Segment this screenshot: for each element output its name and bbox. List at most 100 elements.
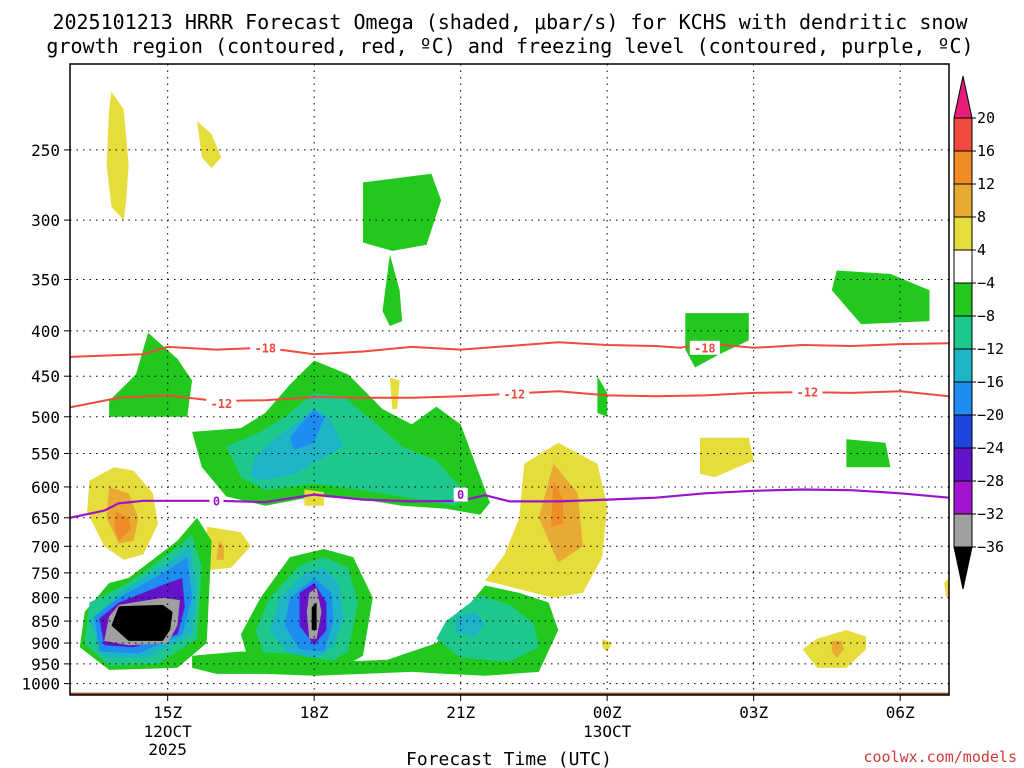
freezing-level-label-bg-0 (209, 493, 224, 508)
freezing-level-label-1: 0 (457, 488, 464, 502)
colorbar-label-1: 16 (977, 142, 995, 160)
omega-region-orange-16z-speck (216, 540, 224, 560)
colorbar-arrow-top (953, 75, 973, 119)
x-tick-label-15Z: 15Z (153, 703, 182, 722)
plot-area (70, 91, 949, 695)
y-tick-label-800: 800 (31, 589, 60, 608)
omega-region-orange-05z-low (831, 640, 844, 658)
y-axis: 250 300 350 400 450 500 550 600 650 700 750 800 850 9… (21, 141, 70, 694)
y-tick-label-700: 700 (31, 537, 60, 556)
omega-region-orange2-23z (551, 480, 564, 527)
x-tick-date-15Z: 12OCT (144, 722, 193, 741)
omega-region-upper-yellow-15z (106, 91, 129, 221)
colorbar-label-7: −12 (977, 340, 1004, 358)
colorbar-label-0: 20 (977, 109, 995, 127)
colorbar-label-12: −32 (977, 505, 1004, 523)
omega-region-yellow-19z-speck (389, 377, 400, 409)
colorbar-bin--4 (953, 249, 973, 284)
colorbar-label-10: −24 (977, 439, 1004, 457)
colorbar-bin--12 (953, 315, 973, 350)
omega-region-black-lower-18z (311, 602, 317, 630)
omega-region-blue-midlevel (289, 409, 324, 450)
colorbar-arrow-bottom (953, 546, 973, 590)
x-tick-label-00Z: 00Z (593, 703, 622, 722)
omega-region-green-02z-mid (685, 313, 749, 368)
omega-region-small-yellow-16z (197, 121, 222, 168)
omega-region-green-19z-upper (363, 173, 442, 251)
freezing-level-line (69, 488, 950, 519)
colorbar-label-6: −8 (977, 307, 995, 325)
colorbar-bin-12 (953, 150, 973, 185)
y-tick-label-500: 500 (31, 408, 60, 427)
colorbar-label-3: 8 (977, 208, 986, 226)
omega-region-yellow-00z-speck (602, 638, 613, 652)
colorbar-bin--28 (953, 447, 973, 482)
y-tick-label-900: 900 (31, 634, 60, 653)
plot-frame (69, 63, 950, 696)
y-tick-label-600: 600 (31, 478, 60, 497)
dgz-contour-18-label-1: -18 (694, 341, 716, 355)
dgz-contour-18-line (69, 341, 950, 358)
y-tick-label-650: 650 (31, 509, 60, 528)
colorbar-bin--8 (953, 282, 973, 317)
colorbar-label-4: 4 (977, 241, 986, 259)
colorbar-legend: 20 16 12 8 4 −4 −8 −12 −16 −20 −24 −28 −32 −36 (953, 75, 1004, 590)
dgz-contour-18-label-bg-0 (250, 340, 281, 355)
colorbar-bin--36 (953, 513, 973, 548)
colorbar-bin--32 (953, 480, 973, 515)
x-tick-label-03Z: 03Z (739, 703, 768, 722)
y-tick-label-400: 400 (31, 322, 60, 341)
omega-region-cyan-speck-17z (250, 453, 271, 481)
y-tick-label-550: 550 (31, 444, 60, 463)
x-tick-year-15Z: 2025 (148, 740, 187, 759)
colorbar-label-9: −20 (977, 406, 1004, 424)
omega-region-yellow-18z-speck (304, 489, 324, 506)
colorbar-bin-4 (953, 216, 973, 251)
contour-lines: -18 -18 -12 -12 -12 0 0 (69, 340, 950, 519)
colorbar-bin-8 (953, 183, 973, 218)
omega-region-teal-midlevel-band (226, 392, 466, 506)
colorbar-label-2: 12 (977, 175, 995, 193)
x-tick-label-18Z: 18Z (300, 703, 329, 722)
x-tick-label-21Z: 21Z (446, 703, 475, 722)
colorbar-label-13: −36 (977, 538, 1004, 556)
y-tick-label-950: 950 (31, 655, 60, 674)
y-tick-label-250: 250 (31, 141, 60, 160)
dgz-contour-12-label-bg-1 (499, 386, 530, 401)
dgz-contour-12-label-1: -12 (504, 387, 526, 401)
omega-region-green-19z-spike (382, 254, 403, 326)
omega-region-green-15z-mid (109, 332, 193, 417)
source-credit[interactable]: coolwx.com/models (863, 748, 1017, 766)
dgz-contour-18-label-bg-1 (689, 340, 720, 355)
dgz-contour-12-label-2: -12 (797, 386, 819, 400)
dgz-contour-12-label-bg-2 (792, 385, 823, 400)
omega-region-yellow-edge-07z (944, 578, 949, 598)
y-tick-label-300: 300 (31, 211, 60, 230)
y-tick-label-850: 850 (31, 612, 60, 631)
colorbar-label-11: −28 (977, 472, 1004, 490)
y-tick-label-750: 750 (31, 564, 60, 583)
freezing-level-label-0: 0 (213, 494, 220, 508)
gridlines (70, 64, 949, 695)
dgz-contour-18-label-0: -18 (254, 341, 276, 355)
omega-region-black-lower-15z (111, 604, 173, 641)
omega-region-green-04z-upper (831, 270, 930, 325)
x-tick-date-00Z: 13OCT (583, 722, 632, 741)
colorbar-bin-16 (953, 117, 973, 152)
chart-title-line-1: 2025101213 HRRR Forecast Omega (shaded, … (52, 10, 968, 34)
x-axis-title: Forecast Time (UTC) (406, 749, 612, 768)
chart-title-line-2: growth region (contoured, red, ºC) and f… (46, 34, 973, 58)
omega-region-yellow-16z-lower (206, 526, 251, 571)
y-tick-label-450: 450 (31, 367, 60, 386)
colorbar-bin--24 (953, 414, 973, 449)
omega-region-teal-21z-low (436, 595, 539, 662)
ground-surface (70, 692, 949, 695)
omega-region-green-21z-speck (597, 376, 608, 417)
colorbar-bin--20 (953, 381, 973, 416)
x-tick-label-06Z: 06Z (886, 703, 915, 722)
colorbar-bin--16 (953, 348, 973, 383)
colorbar-label-8: −16 (977, 373, 1004, 391)
omega-region-green-05z-mid (846, 439, 891, 468)
colorbar-label-5: −4 (977, 274, 995, 292)
